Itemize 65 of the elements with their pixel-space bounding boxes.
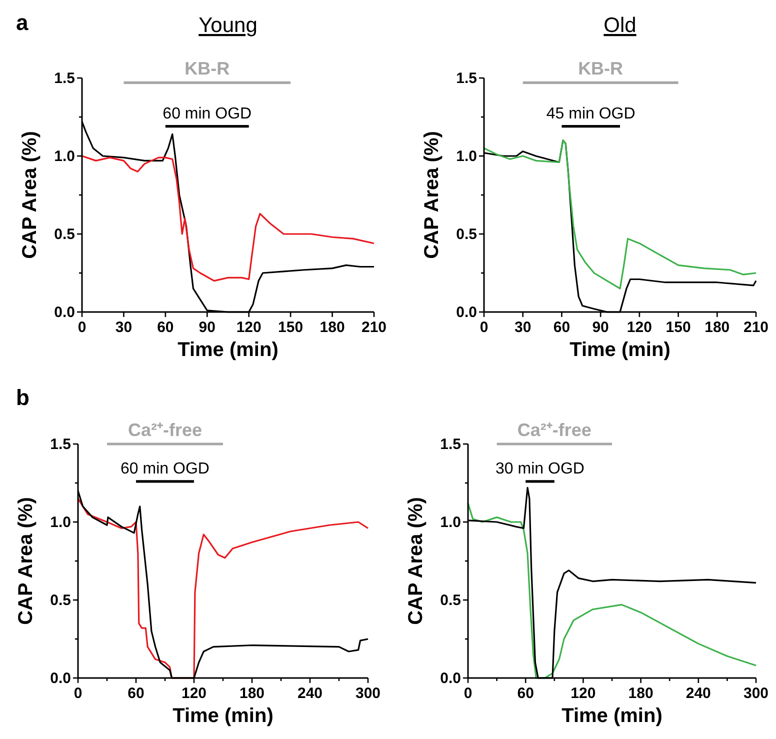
y-axis-title: CAP Area (%) xyxy=(15,497,37,625)
chart-title: Old xyxy=(604,14,636,37)
x-tick-label: 150 xyxy=(666,319,691,336)
x-tick-label: 180 xyxy=(628,685,654,702)
x-tick-label: 210 xyxy=(743,319,769,336)
y-tick-label: 0.0 xyxy=(50,670,71,687)
x-axis-title: Time (min) xyxy=(562,705,662,727)
y-axis-title: CAP Area (%) xyxy=(19,131,41,259)
x-tick-label: 0 xyxy=(464,685,472,702)
x-tick-label: 240 xyxy=(297,685,323,702)
y-tick-label: 0.5 xyxy=(456,226,477,243)
x-tick-label: 60 xyxy=(128,685,144,702)
chart-title: Young xyxy=(198,14,258,37)
x-tick-label: 0 xyxy=(74,685,82,702)
y-tick-label: 0.0 xyxy=(440,670,461,687)
y-tick-label: 1.5 xyxy=(54,70,75,87)
x-tick-label: 240 xyxy=(686,685,711,702)
x-tick-label: 120 xyxy=(626,319,652,336)
x-tick-label: 120 xyxy=(181,685,207,702)
line-series xyxy=(81,155,375,282)
x-axis-title: Time (min) xyxy=(172,705,274,727)
series-label: KB-R xyxy=(578,58,624,79)
x-tick-label: 0 xyxy=(480,319,488,336)
x-axis-title: Time (min) xyxy=(570,339,670,361)
x-tick-label: 120 xyxy=(236,319,262,336)
x-tick-label: 180 xyxy=(239,685,265,702)
x-tick-label: 300 xyxy=(743,685,769,702)
x-tick-label: 300 xyxy=(355,685,381,702)
series-label: Ca²⁺-free xyxy=(517,420,592,440)
x-tick-label: 60 xyxy=(157,319,174,336)
y-tick-label: 1.5 xyxy=(456,70,477,87)
series-label: 45 min OGD xyxy=(546,105,636,122)
series-label: KB-R xyxy=(184,58,230,79)
y-tick-label: 1.0 xyxy=(440,514,461,531)
x-tick-label: 60 xyxy=(517,685,534,702)
y-axis-title: CAP Area (%) xyxy=(421,131,443,259)
y-tick-label: 1.0 xyxy=(456,148,477,165)
x-tick-label: 90 xyxy=(198,319,216,336)
x-tick-label: 30 xyxy=(514,319,532,336)
x-tick-label: 180 xyxy=(320,319,345,336)
x-axis-title: Time (min) xyxy=(178,339,278,361)
x-tick-label: 60 xyxy=(553,319,570,336)
y-tick-label: 0.5 xyxy=(50,592,71,609)
x-tick-label: 0 xyxy=(78,319,86,336)
x-tick-label: 90 xyxy=(592,319,609,336)
y-tick-label: 0.5 xyxy=(440,592,461,609)
x-tick-label: 180 xyxy=(704,319,730,336)
y-tick-label: 1.0 xyxy=(54,148,75,165)
series-label: 60 min OGD xyxy=(120,460,210,478)
text: a xyxy=(16,10,29,35)
y-tick-label: 1.5 xyxy=(50,436,71,453)
series-label: 30 min OGD xyxy=(496,460,584,478)
y-tick-label: 0.0 xyxy=(54,304,75,321)
series-label: Ca²⁺-free xyxy=(128,420,202,440)
y-tick-label: 0.0 xyxy=(456,304,477,321)
x-tick-label: 150 xyxy=(278,319,304,336)
series-label: 60 min OGD xyxy=(162,105,252,122)
x-tick-label: 120 xyxy=(570,685,596,702)
y-tick-label: 1.5 xyxy=(440,436,461,453)
y-axis-title: CAP Area (%) xyxy=(405,497,427,625)
x-tick-label: 210 xyxy=(361,319,387,336)
y-tick-label: 0.5 xyxy=(54,226,75,243)
x-tick-label: 30 xyxy=(115,319,132,336)
y-tick-label: 1.0 xyxy=(50,514,71,531)
text: b xyxy=(16,385,30,410)
